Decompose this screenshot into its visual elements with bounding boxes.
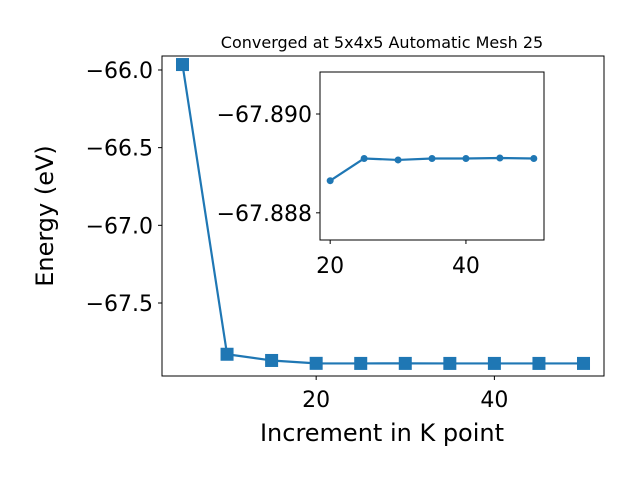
main-data-point [487,356,501,370]
inset-data-point [530,154,538,162]
inset-axes-frame [319,71,545,241]
main-data-point [265,353,279,367]
chart-title: Converged at 5x4x5 Automatic Mesh 25 [221,33,543,52]
x-axis-label: Increment in K point [260,419,504,447]
main-plot: 20 40 −66.0 −66.5 −67.0 −67.5 [86,55,605,413]
main-series-line [181,64,584,365]
main-data-point [532,356,546,370]
main-data-point [220,347,234,361]
inset-data-point [462,154,470,162]
main-y-tick-label: −66.0 [86,59,153,84]
inset-data-point [360,154,368,162]
y-axis-label: Energy (eV) [31,145,59,287]
inset-plot: 20 40 −67.890 −67.888 [217,71,545,279]
inset-x-tick-label: 20 [316,254,344,279]
inset-data-point [496,154,504,162]
inset-data-point [428,154,436,162]
inset-y-tick-label: −67.890 [217,103,312,128]
inset-data-point [394,156,402,164]
main-y-tick-label: −67.5 [86,292,153,317]
inset-y-tick-label: −67.888 [217,202,312,227]
main-data-point [175,58,189,72]
main-y-tick-label: −67.0 [86,214,153,239]
main-data-point [443,356,457,370]
main-axes-frame [161,55,605,377]
main-data-point [577,356,591,370]
main-x-tick-label: 40 [480,388,508,413]
main-data-point [309,356,323,370]
inset-data-point [326,177,334,185]
inset-x-tick-label: 40 [452,254,480,279]
main-x-tick-label: 20 [302,388,330,413]
main-y-tick-label: −66.5 [86,137,153,162]
main-data-point [354,356,368,370]
main-data-point [398,356,412,370]
